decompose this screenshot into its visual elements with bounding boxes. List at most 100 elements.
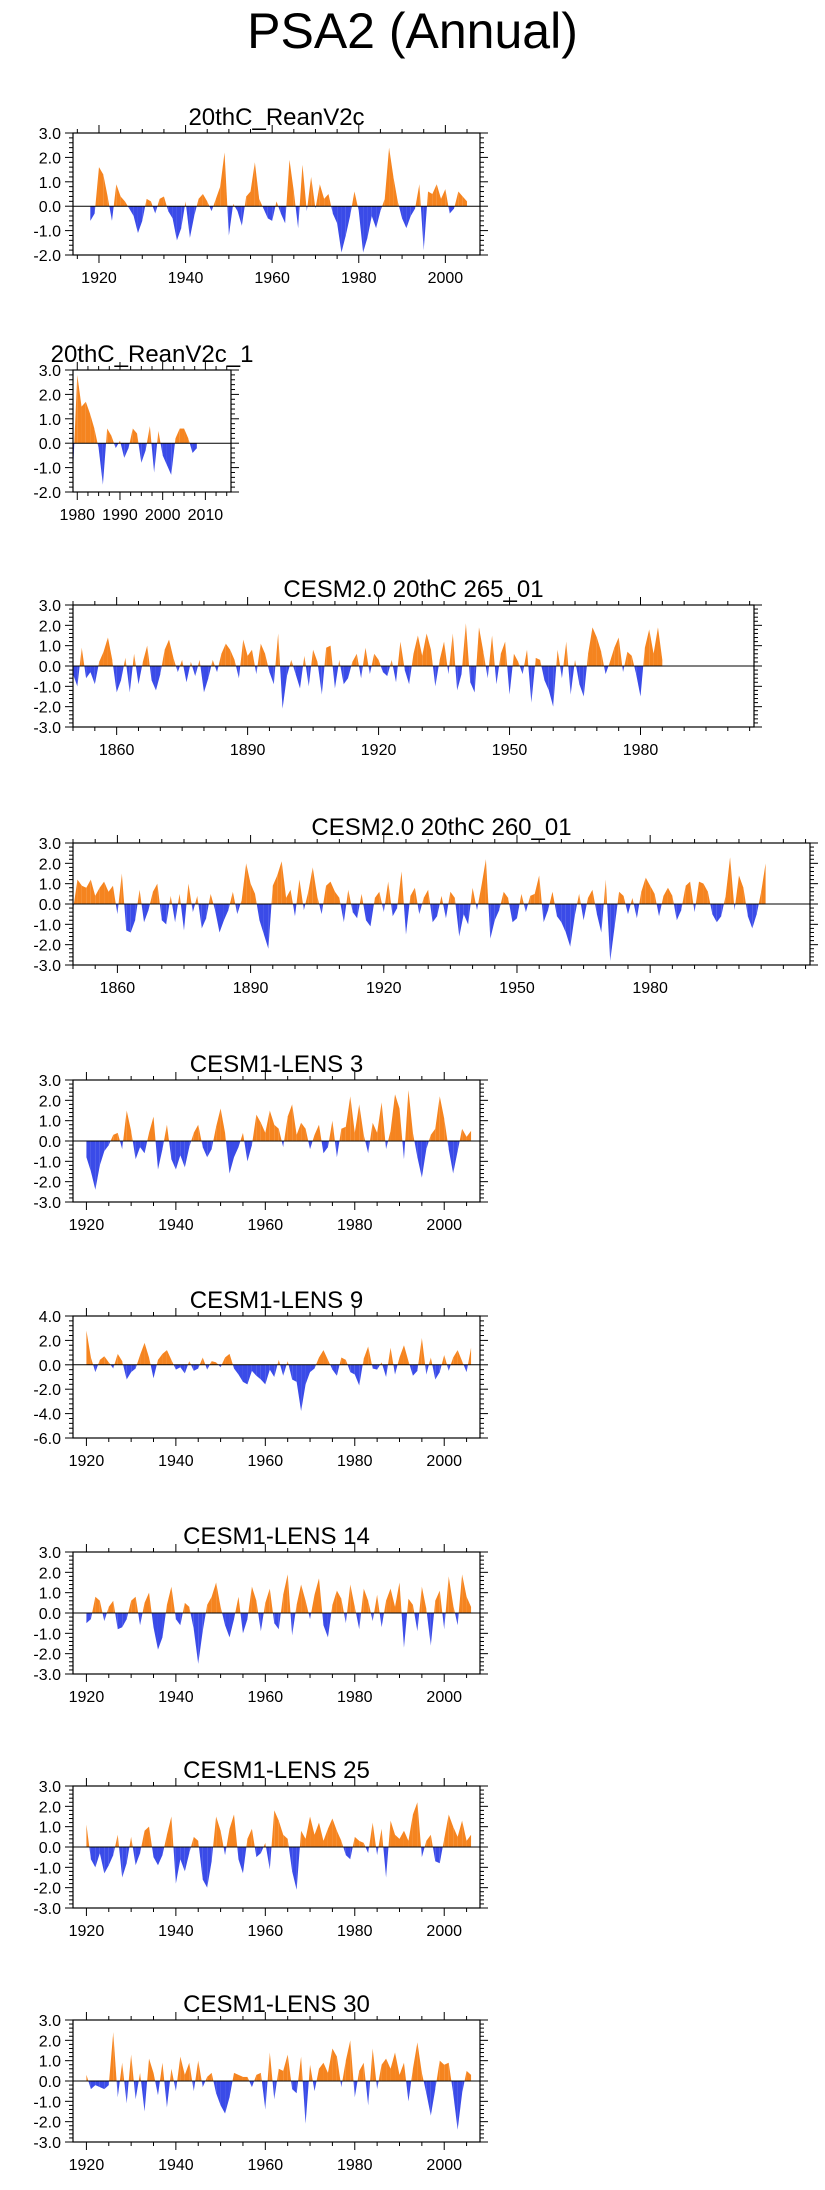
negative-area [99,1847,105,1874]
negative-area [161,904,167,925]
positive-area [318,1124,322,1141]
positive-area [417,635,423,666]
negative-area [278,1613,281,1630]
positive-area [549,891,553,904]
negative-area [166,206,169,212]
positive-area [527,649,529,666]
negative-area [192,666,196,677]
positive-area [271,1810,275,1847]
negative-area [191,904,193,913]
y-tick-label: -2.0 [33,1647,61,1664]
negative-area [104,1613,107,1622]
negative-area [184,1847,190,1872]
negative-area [269,1847,272,1870]
negative-area [330,1364,333,1370]
positive-area [390,1588,396,1613]
negative-area [166,904,170,925]
negative-area [273,666,276,685]
negative-area [370,1613,373,1622]
positive-area [534,657,536,666]
positive-area [275,201,277,207]
y-tick-label: 3.0 [39,126,61,143]
negative-area [519,666,523,675]
positive-area [73,879,78,904]
positive-area [299,1830,302,1847]
positive-area [614,637,619,666]
positive-area [166,1586,172,1613]
positive-area [137,889,140,904]
negative-area [475,904,478,911]
negative-area [281,1141,284,1148]
positive-area [399,1345,404,1365]
negative-area [443,904,446,919]
negative-area [377,1364,381,1370]
positive-area [317,895,320,904]
positive-area [458,191,463,207]
positive-area [184,201,186,207]
negative-area [90,1613,93,1620]
negative-area [444,1613,446,1630]
negative-area [154,443,158,473]
negative-area [155,1141,158,1170]
positive-area [305,1128,309,1141]
positive-area [566,641,569,666]
positive-area [116,184,121,207]
plot-area: CESM2.0 20thC 265_01 -3.0 -2.0 -1.0 0.0 1.0 2.… [33,576,762,759]
positive-area [761,863,766,904]
positive-area [334,891,340,904]
positive-area [403,1345,409,1365]
positive-area [328,1120,333,1141]
positive-area [251,1828,255,1847]
positive-area [397,641,401,666]
negative-area [385,1141,387,1150]
positive-area [450,1357,454,1365]
negative-area [229,2081,233,2098]
negative-area [357,904,360,919]
positive-area [113,1600,116,1613]
negative-area [168,206,173,219]
negative-area [122,1847,127,1878]
y-tick-label: -2.0 [33,248,61,265]
negative-area [95,2081,100,2088]
negative-area [208,666,212,679]
negative-area [132,1847,136,1866]
negative-area [421,1141,427,1178]
negative-area [240,1613,243,1634]
negative-area [756,904,759,915]
positive-area [512,653,514,666]
negative-area [398,206,403,219]
negative-area [463,1364,467,1373]
positive-area [508,897,510,904]
negative-area [417,1613,420,1632]
negative-area [175,666,178,673]
positive-area [235,1596,239,1613]
positive-area [247,1828,252,1847]
positive-area [500,891,504,904]
negative-area [237,1847,239,1860]
positive-area [596,637,602,666]
positive-area [453,1604,455,1613]
negative-area [453,1141,458,1174]
negative-area [229,1613,235,1638]
positive-area [439,641,445,666]
negative-area [234,1364,239,1375]
positive-area [330,645,333,666]
positive-area [361,893,364,904]
positive-area [424,1840,427,1847]
negative-area [426,2081,431,2116]
positive-area [419,184,421,207]
negative-area [263,206,268,219]
negative-area [213,2081,217,2094]
negative-area [300,666,304,689]
negative-area [201,2081,203,2088]
positive-area [139,889,142,904]
negative-area [211,1141,214,1150]
negative-area [340,666,344,685]
negative-area [228,904,230,911]
x-tick-label: 2000 [426,2157,462,2174]
x-tick-label: 2000 [428,270,464,287]
negative-area [432,1364,436,1380]
negative-area [93,1364,96,1373]
negative-area [372,1613,375,1622]
positive-area [135,1596,139,1613]
